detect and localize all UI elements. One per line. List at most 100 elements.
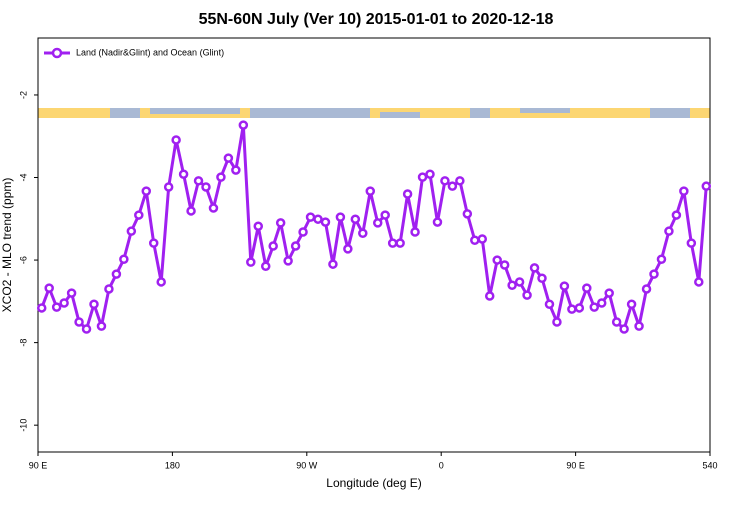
data-point — [402, 189, 413, 199]
data-point — [186, 206, 196, 216]
data-point — [119, 254, 129, 264]
data-point — [514, 277, 525, 287]
data-point — [589, 302, 600, 312]
data-point — [238, 120, 249, 130]
x-tick-label: 90 E — [29, 460, 48, 470]
data-point — [387, 238, 398, 248]
data-point — [231, 165, 241, 175]
x-tick-label: 90 E — [566, 460, 585, 470]
data-point — [686, 238, 697, 248]
data-point — [89, 299, 99, 309]
data-point — [171, 135, 181, 145]
chart-title: 55N-60N July (Ver 10) 2015-01-01 to 2020… — [199, 11, 554, 28]
data-point — [455, 176, 465, 186]
data-point — [410, 227, 420, 237]
legend-label: Land (Nadir&Glint) and Ocean (Glint) — [76, 47, 224, 57]
data-point — [51, 302, 62, 312]
x-tick-label: 0 — [439, 460, 444, 470]
data-point — [59, 298, 69, 308]
data-point — [656, 254, 667, 264]
data-point — [395, 238, 405, 248]
data-point — [260, 261, 271, 272]
x-axis-label: Longitude (deg E) — [326, 476, 421, 490]
data-point — [320, 217, 331, 227]
data-point — [619, 324, 629, 334]
data-point — [36, 303, 47, 313]
data-point — [664, 226, 674, 236]
data-point — [74, 317, 84, 327]
data-point — [343, 244, 353, 254]
data-point — [81, 324, 92, 334]
y-tick-label: -6 — [18, 256, 28, 264]
data-point — [552, 317, 562, 327]
data-point — [477, 234, 488, 244]
data-point — [537, 273, 547, 283]
data-point — [462, 209, 473, 219]
data-point — [522, 290, 532, 300]
data-point — [417, 172, 428, 182]
data-point — [275, 218, 286, 228]
data-point — [634, 321, 644, 331]
data-point — [148, 238, 159, 248]
data-point — [671, 210, 682, 220]
data-point — [141, 186, 152, 196]
y-tick-label: -4 — [18, 174, 28, 182]
data-point — [268, 241, 278, 251]
data-point — [104, 284, 114, 294]
data-point — [492, 255, 502, 265]
data-point — [193, 176, 204, 186]
data-point — [701, 181, 712, 191]
data-point — [694, 277, 704, 287]
data-point — [649, 269, 659, 279]
x-tick-label: 90 W — [296, 460, 318, 470]
data-point — [484, 291, 495, 301]
data-point — [447, 181, 458, 191]
data-point — [559, 281, 570, 291]
data-point — [358, 228, 368, 238]
plot-frame — [37, 37, 711, 453]
y-tick-label: -10 — [18, 419, 28, 432]
data-point — [596, 298, 607, 308]
data-point — [66, 288, 77, 298]
data-point — [611, 317, 622, 327]
data-point — [96, 321, 107, 331]
data-point — [626, 299, 637, 309]
data-point — [365, 186, 376, 196]
data-point — [208, 203, 219, 213]
data-point — [544, 299, 555, 309]
data-point — [641, 284, 652, 294]
data-point — [567, 304, 577, 314]
data-point — [507, 280, 517, 290]
data-point — [604, 288, 614, 298]
data-point — [163, 182, 174, 192]
x-tick-label: 180 — [165, 460, 180, 470]
data-point — [246, 257, 256, 267]
y-tick-label: -2 — [18, 91, 28, 99]
data-point — [134, 210, 144, 220]
data-point — [335, 212, 346, 222]
data-point — [679, 186, 689, 196]
data-point — [298, 227, 308, 237]
data-point — [350, 214, 361, 224]
data-point — [305, 212, 316, 222]
data-point — [529, 263, 540, 273]
data-point — [126, 226, 137, 236]
data-point — [425, 169, 435, 179]
data-point — [432, 217, 443, 227]
data-point — [582, 283, 592, 293]
data-point — [440, 176, 450, 186]
data-point — [499, 260, 510, 270]
series-line — [40, 123, 708, 331]
data-point — [156, 277, 166, 287]
x-tick-label: 540 — [702, 460, 717, 470]
data-point — [216, 172, 226, 182]
data-point — [201, 182, 211, 192]
data-point — [178, 169, 189, 179]
data-point — [328, 259, 338, 269]
data-point — [313, 214, 323, 224]
map-strip — [38, 108, 710, 118]
data-point — [283, 256, 293, 266]
legend-marker — [51, 47, 63, 59]
data-point — [290, 241, 301, 251]
